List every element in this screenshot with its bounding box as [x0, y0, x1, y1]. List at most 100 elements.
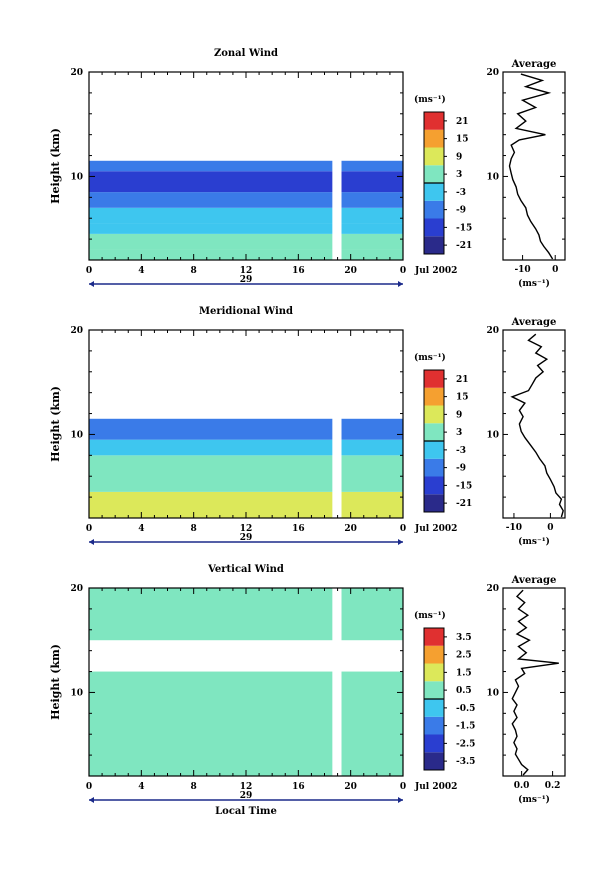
average-x-tick-label: -10 — [506, 523, 522, 533]
colorbar-cell — [424, 129, 444, 148]
colorbar-cell — [424, 663, 444, 682]
colorbar-cell — [424, 716, 444, 735]
colorbar-tick-label: -3.5 — [456, 757, 475, 767]
x-tick-label: 16 — [292, 782, 305, 792]
colorbar-tick-label: -2.5 — [456, 739, 475, 749]
colorbar-cell — [424, 183, 444, 201]
date-bar-arrow-left — [89, 539, 94, 545]
x-tick-label: 20 — [344, 782, 357, 792]
colorbar-tick-label: 3 — [456, 428, 462, 438]
colorbar-cell — [424, 236, 444, 254]
colorbar-tick-label: -9 — [456, 206, 466, 216]
date-bar-arrow-left — [89, 797, 94, 803]
data-gap — [332, 588, 342, 776]
date-bar-arrow-right — [398, 539, 403, 545]
colorbar-tick-label: 0.5 — [456, 686, 472, 696]
average-profile-line — [511, 589, 559, 776]
average-frame — [502, 329, 566, 519]
panel-meridional-wind: Meridional Wind 10 20 Height (km) 0 4 8 12 16 20 0… — [49, 306, 566, 547]
colorbar-tick-label: 9 — [456, 410, 462, 420]
panel-zonal-wind: Zonal Wind 10 20 Height (km) 0 4 8 12 16 20 0 29 Jul… — [49, 48, 566, 289]
average-profile-line — [510, 333, 564, 518]
colorbar-unit: (ms⁻¹) — [414, 94, 446, 105]
average-y-tick-label: 10 — [486, 172, 499, 182]
x-tick-label: 4 — [138, 524, 144, 534]
colorbar-cell — [424, 494, 444, 512]
colorbar-cell — [424, 165, 444, 183]
x-tick-label: 0 — [400, 524, 406, 534]
average-x-label: (ms⁻¹) — [518, 278, 550, 289]
x-tick-label: 0 — [400, 782, 406, 792]
x-tick-label: 12 — [240, 782, 253, 792]
colorbar-cell — [424, 699, 444, 717]
date-label: 29 — [240, 533, 253, 543]
colorbar-cell — [424, 387, 444, 406]
x-tick-label: 12 — [240, 266, 253, 276]
heatmap-band — [89, 233, 403, 250]
colorbar-tick-label: -1.5 — [456, 722, 475, 732]
colorbar-cell — [424, 458, 444, 477]
panel-title: Meridional Wind — [199, 306, 293, 317]
heatmap-band — [89, 455, 403, 471]
date-bar-arrow-right — [398, 797, 403, 803]
colorbar-tick-label: -21 — [456, 499, 472, 509]
colorbar-cell — [424, 476, 444, 495]
colorbar-cell — [424, 628, 444, 646]
panel-vertical-wind: Vertical Wind 10 20 Height (km) 0 4 8 12 16 20 0 29… — [49, 564, 566, 817]
colorbar-tick-label: -0.5 — [456, 704, 475, 714]
average-profile-line — [508, 73, 554, 260]
x-tick-label: 4 — [138, 782, 144, 792]
x-tick-label: 20 — [344, 524, 357, 534]
y-axis-label: Height (km) — [49, 644, 62, 720]
average-frame — [502, 71, 566, 261]
panel-title: Vertical Wind — [207, 564, 284, 575]
colorbar-cell — [424, 147, 444, 166]
colorbar-tick-label: -21 — [456, 241, 472, 251]
colorbar-cell — [424, 218, 444, 237]
colorbar-cell — [424, 423, 444, 441]
colorbar-tick-label: 9 — [456, 152, 462, 162]
average-title: Average — [511, 59, 557, 70]
heatmap-band — [89, 192, 403, 208]
colorbar-tick-label: -15 — [456, 481, 472, 491]
average-x-label: (ms⁻¹) — [518, 536, 550, 547]
x-tick-label: 0 — [400, 266, 406, 276]
colorbar-tick-label: 21 — [456, 375, 469, 385]
heatmap-band — [89, 439, 403, 456]
date-label: 29 — [240, 275, 253, 285]
x-tick-label: 8 — [191, 524, 197, 534]
date-bar-arrow-left — [89, 281, 94, 287]
colorbar-tick-label: 3 — [456, 170, 462, 180]
panel-title: Zonal Wind — [214, 48, 278, 59]
average-y-tick-label: 20 — [486, 326, 499, 336]
data-gap — [332, 330, 342, 518]
heatmap-band — [89, 171, 403, 193]
x-tick-label: 4 — [138, 266, 144, 276]
average-title: Average — [511, 317, 557, 328]
colorbar-tick-label: -9 — [456, 464, 466, 474]
average-x-tick-label: 0.0 — [514, 781, 530, 791]
x-tick-label: 16 — [292, 266, 305, 276]
y-tick-label: 20 — [70, 584, 83, 594]
data-gap — [332, 72, 342, 260]
average-x-label: (ms⁻¹) — [518, 794, 550, 805]
heatmap-band — [89, 671, 403, 776]
y-tick-label: 20 — [70, 68, 83, 78]
heatmap-band — [89, 223, 403, 234]
heatmap-band — [89, 588, 403, 641]
colorbar-tick-label: 1.5 — [456, 668, 472, 678]
colorbar-cell — [424, 734, 444, 753]
colorbar-cell — [424, 370, 444, 388]
x-axis-label: Local Time — [215, 806, 277, 817]
colorbar-tick-label: -3 — [456, 188, 466, 198]
average-y-tick-label: 10 — [486, 688, 499, 698]
heatmap-band — [89, 160, 403, 172]
average-y-tick-label: 10 — [486, 430, 499, 440]
average-x-tick-label: 0 — [552, 265, 558, 275]
average-x-tick-label: 0 — [547, 523, 553, 533]
y-axis-label: Height (km) — [49, 386, 62, 462]
colorbar-cell — [424, 405, 444, 424]
colorbar-cell — [424, 441, 444, 459]
colorbar-tick-label: -3 — [456, 446, 466, 456]
y-tick-label: 10 — [70, 430, 83, 440]
